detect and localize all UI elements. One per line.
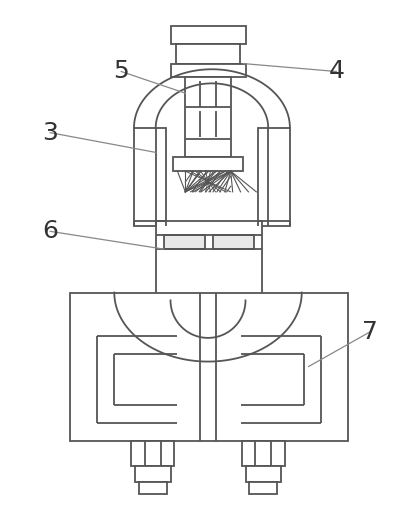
Text: 7: 7 (362, 320, 378, 344)
Bar (135, 466, 171, 482)
Bar (70, 292, 348, 440)
Bar (134, 128, 166, 226)
Bar (171, 26, 246, 44)
Bar (176, 44, 240, 63)
Bar (213, 235, 254, 249)
Text: 6: 6 (42, 219, 58, 243)
Bar (249, 482, 277, 494)
Bar (156, 221, 262, 300)
Text: 3: 3 (42, 121, 58, 145)
Bar (185, 77, 231, 157)
Bar (258, 128, 290, 226)
Text: 5: 5 (113, 59, 129, 83)
Bar (173, 157, 243, 171)
Bar (131, 440, 174, 466)
Bar (246, 466, 281, 482)
Bar (163, 235, 205, 249)
Text: 4: 4 (328, 59, 344, 83)
Bar (139, 482, 166, 494)
Bar (171, 63, 246, 77)
Bar (241, 440, 285, 466)
